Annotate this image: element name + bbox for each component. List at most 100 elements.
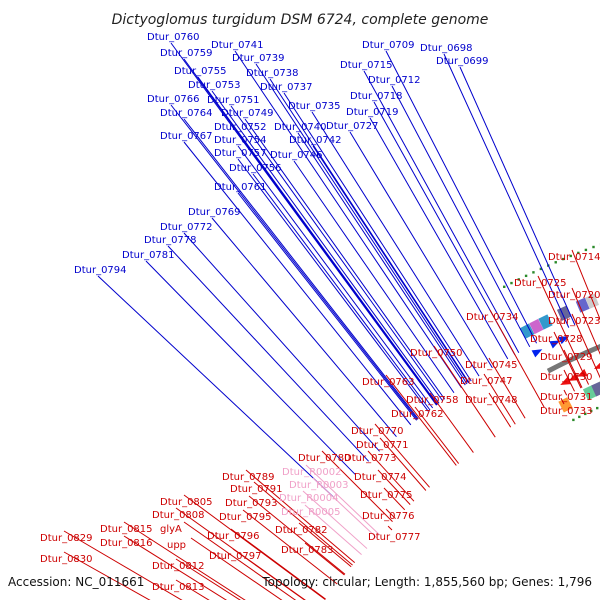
leader-line bbox=[367, 450, 415, 502]
reverse-gene-label: Dtur_0774 bbox=[354, 472, 407, 483]
reverse-gene-label: Dtur_0771 bbox=[356, 440, 409, 451]
leader-line bbox=[183, 494, 326, 600]
reverse-gene-label: Dtur_0725 bbox=[514, 278, 567, 289]
forward-gene-label: Dtur_0746 bbox=[270, 150, 323, 161]
leader-line bbox=[237, 192, 417, 421]
forward-gene-arrow bbox=[558, 336, 570, 345]
reverse-gene-label: Dtur_0775 bbox=[360, 490, 413, 501]
tick-dot bbox=[596, 406, 599, 410]
leader-line bbox=[245, 469, 356, 563]
reverse-gene-label: Dtur_0805 bbox=[160, 497, 213, 508]
forward-gene-label: Dtur_0760 bbox=[147, 32, 200, 43]
forward-gene-label: Dtur_0715 bbox=[340, 60, 393, 71]
leader-line bbox=[369, 117, 509, 360]
forward-gene-label: Dtur_0766 bbox=[147, 94, 200, 105]
scale-ticks: 680 kbp700 kbp720 kbp740 kbp760 kbp780 k… bbox=[503, 242, 600, 422]
leader-line bbox=[571, 287, 600, 355]
reverse-gene-arrow bbox=[593, 361, 600, 369]
tick-dot bbox=[562, 257, 565, 261]
tick-dot bbox=[578, 415, 581, 419]
forward-gene-label: Dtur_0738 bbox=[246, 68, 299, 79]
forward-gene-label: Dtur_0737 bbox=[260, 82, 313, 93]
tick-dot bbox=[592, 245, 595, 249]
reverse-gene-label: Dtur_0829 bbox=[40, 533, 93, 544]
forward-gene-label: Dtur_0709 bbox=[362, 40, 415, 51]
tick-dot bbox=[577, 251, 580, 255]
reverse-gene-label: Dtur_0747 bbox=[460, 376, 513, 387]
leader-line bbox=[183, 232, 380, 452]
leader-line bbox=[175, 579, 210, 600]
forward-gene-label: Dtur_0742 bbox=[289, 135, 342, 146]
leader-line bbox=[167, 245, 370, 462]
forward-gene-label: Dtur_0699 bbox=[436, 56, 489, 67]
leader-line bbox=[311, 111, 480, 377]
reverse-gene-label: Dtur_0796 bbox=[207, 531, 260, 542]
reverse-gene-label: Dtur_0748 bbox=[465, 395, 518, 406]
reverse-gene-label: Dtur_0770 bbox=[351, 426, 404, 437]
reverse-gene-label: Dtur_0723 bbox=[548, 316, 600, 327]
leader-line bbox=[363, 70, 520, 353]
tick-dot bbox=[539, 267, 543, 271]
leader-line bbox=[379, 437, 427, 491]
forward-gene-label: Dtur_0772 bbox=[160, 222, 213, 233]
forward-gene-label: Dtur_0769 bbox=[188, 207, 241, 218]
tick-dot bbox=[503, 285, 506, 288]
forward-gene-block bbox=[585, 293, 599, 309]
leader-line bbox=[170, 42, 437, 406]
rna-gene-label: Dtur_R0003 bbox=[289, 480, 348, 491]
reverse-gene-label: Dtur_0734 bbox=[466, 312, 519, 323]
leader-line bbox=[211, 217, 397, 438]
leader-line bbox=[349, 131, 493, 369]
reverse-gene-arrow bbox=[576, 368, 588, 377]
leader-line bbox=[123, 535, 228, 600]
leader-line bbox=[237, 132, 438, 406]
rna-gene-label: Dtur_R0005 bbox=[281, 507, 340, 518]
reverse-gene-label: Dtur_0763 bbox=[362, 377, 415, 388]
forward-gene-label: Dtur_0752 bbox=[214, 122, 267, 133]
reverse-gene-label: Dtur_0750 bbox=[410, 348, 463, 359]
leader-line bbox=[283, 92, 472, 382]
tick-dot bbox=[584, 248, 588, 252]
leader-line bbox=[304, 542, 345, 576]
forward-gene-label: Dtur_0755 bbox=[174, 66, 227, 77]
forward-gene-label: Dtur_0727 bbox=[326, 121, 379, 132]
forward-gene-label: Dtur_0719 bbox=[346, 107, 399, 118]
leader-line bbox=[443, 53, 570, 328]
reverse-gene-label: Dtur_0808 bbox=[152, 510, 205, 521]
leader-line bbox=[304, 504, 362, 556]
leader-line bbox=[255, 63, 468, 385]
tick-dot bbox=[517, 278, 520, 281]
leader-line bbox=[145, 260, 356, 475]
map-title: Dictyoglomus turgidum DSM 6724, complete… bbox=[112, 12, 489, 28]
leader-line bbox=[298, 522, 352, 568]
forward-gene-label: Dtur_0740 bbox=[274, 122, 327, 133]
forward-gene-label: Dtur_0759 bbox=[160, 48, 213, 59]
reverse-gene-label: Dtur_0729 bbox=[540, 352, 593, 363]
forward-gene-label: Dtur_0741 bbox=[211, 40, 264, 51]
forward-gene-block bbox=[575, 297, 590, 313]
reverse-gene-label: Dtur_0813 bbox=[152, 582, 205, 593]
leader-line bbox=[63, 530, 183, 600]
leader-line bbox=[175, 507, 306, 600]
leader-line bbox=[297, 132, 466, 386]
reverse-gene-label: Dtur_0777 bbox=[368, 532, 421, 543]
leader-line bbox=[97, 275, 334, 498]
leader-line bbox=[563, 369, 575, 392]
reverse-gene-label: Dtur_0795 bbox=[219, 512, 272, 523]
reverse-gene-label: Dtur_0762 bbox=[391, 409, 444, 420]
feature-tracks bbox=[520, 293, 600, 413]
reverse-gene-label: Dtur_0731 bbox=[540, 392, 593, 403]
forward-gene-label: Dtur_0712 bbox=[368, 75, 421, 86]
leader-line bbox=[269, 78, 470, 383]
forward-gene-label: Dtur_0739 bbox=[232, 53, 285, 64]
leader-line bbox=[248, 495, 346, 575]
reverse-gene-label: Dtur_0815 bbox=[100, 524, 153, 535]
forward-gene-label: Dtur_0754 bbox=[214, 135, 267, 146]
reverse-gene-label: Dtur_0776 bbox=[362, 511, 415, 522]
leader-line bbox=[305, 464, 380, 536]
tick-dot bbox=[510, 281, 513, 285]
leader-line bbox=[197, 76, 438, 405]
reverse-gene-label: Dtur_0791 bbox=[230, 484, 283, 495]
reverse-gene-label: glyA bbox=[160, 524, 182, 535]
genome-summary-text: Topology: circular; Length: 1,855,560 bp… bbox=[261, 575, 592, 589]
